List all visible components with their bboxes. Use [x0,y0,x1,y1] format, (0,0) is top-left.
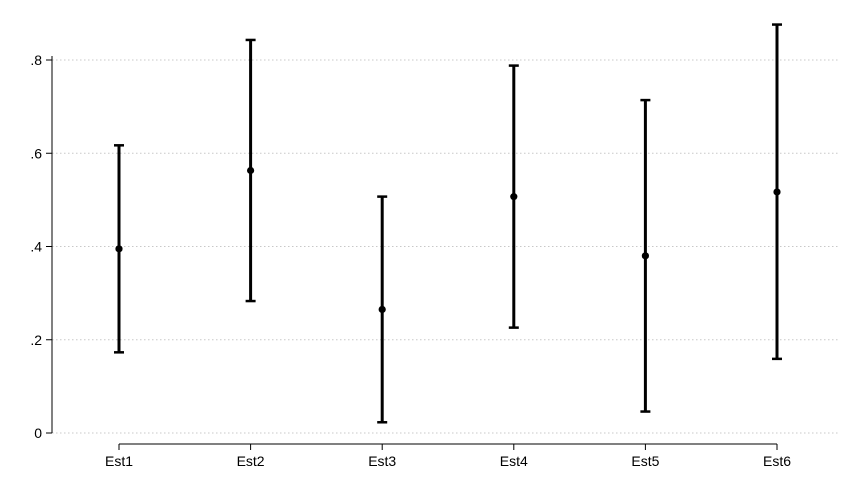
point-estimate [247,166,255,175]
x-tick-label: Est3 [368,453,396,469]
y-tick-label: .4 [30,239,42,255]
tick-labels: 0 .2 .4 .6 .8 Est1 Est2 Est3 Est4 Est5 Est6 [30,52,791,469]
point-estimate [773,188,781,196]
y-tick-label: .8 [30,52,42,68]
x-tick-label: Est1 [105,453,133,469]
axes [46,56,778,450]
point-estimate [115,245,123,253]
error-bars [114,23,782,424]
x-tick-label: Est4 [500,453,528,469]
y-tick-label: .2 [30,332,42,348]
error-bar-est3 [377,195,388,424]
grid-lines [52,59,840,434]
point-estimate [510,193,518,201]
error-bar-est6 [772,23,782,361]
error-bar-est1 [114,144,124,354]
x-tick-label: Est5 [631,453,659,469]
error-bar-est5 [640,98,651,413]
y-tick-label: 0 [34,425,42,441]
error-bar-est4 [508,64,519,329]
point-estimate [378,305,386,314]
x-tick-label: Est2 [237,453,265,469]
x-tick-label: Est6 [763,453,791,469]
error-bar-est2 [245,38,256,303]
y-tick-label: .6 [30,145,42,161]
point-estimate [641,252,650,260]
